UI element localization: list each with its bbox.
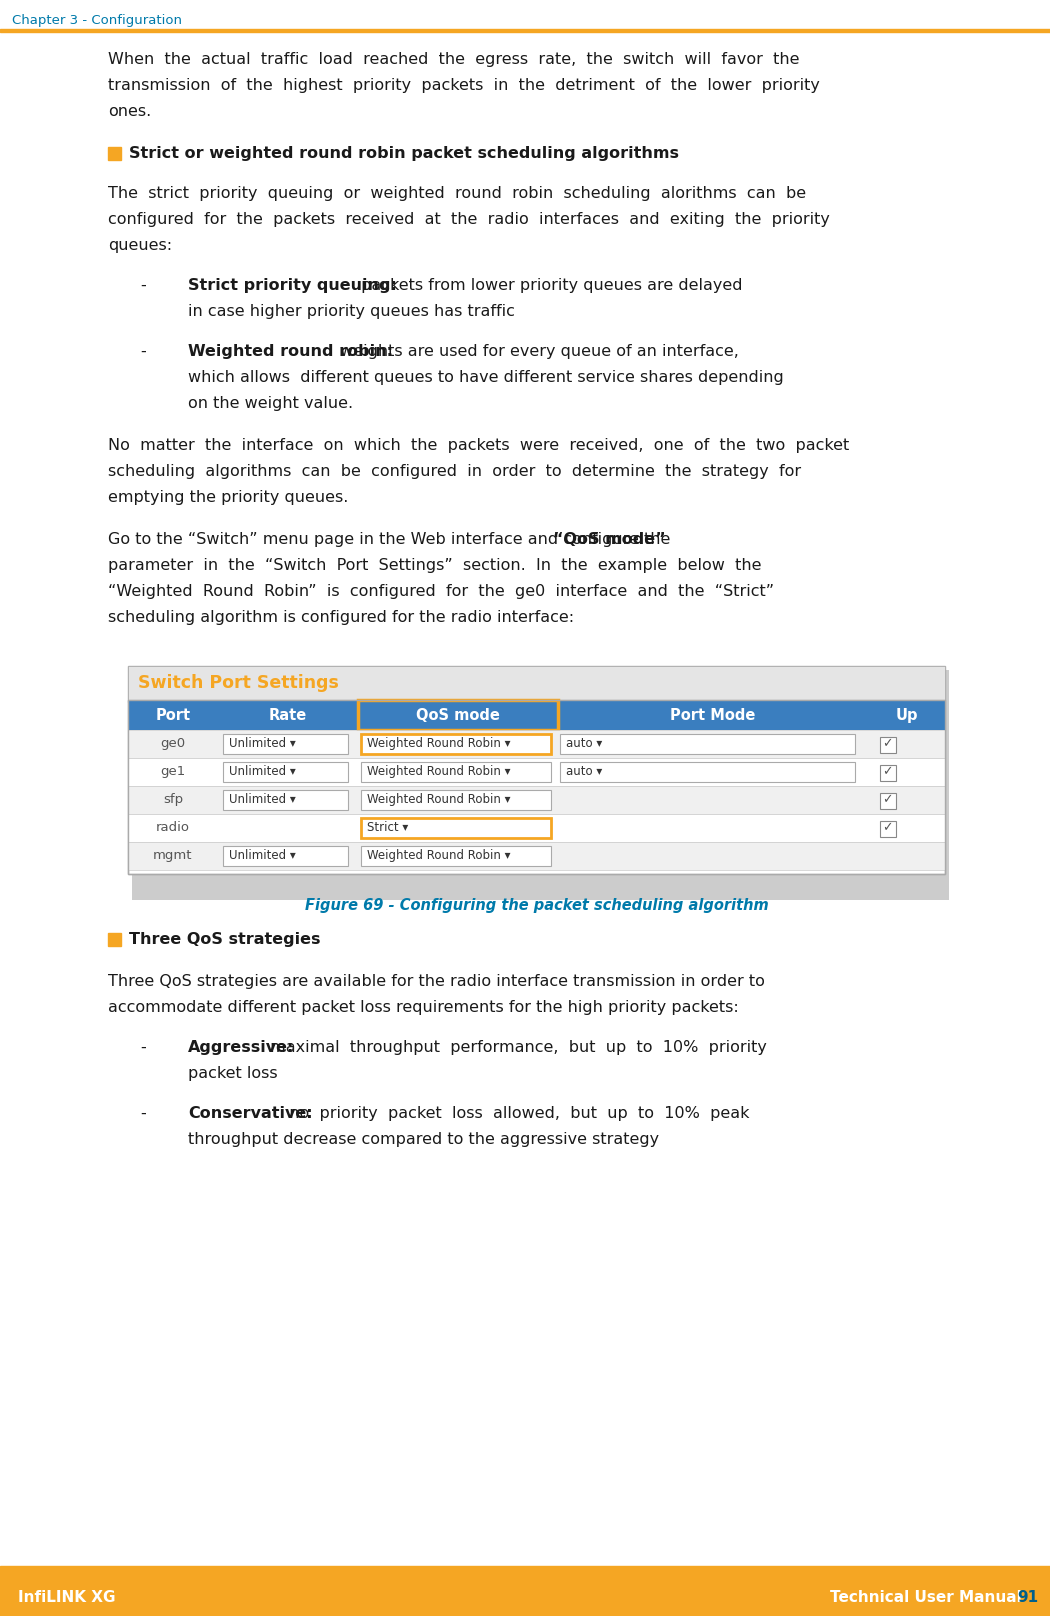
Text: ✓: ✓ xyxy=(882,821,892,834)
Text: accommodate different packet loss requirements for the high priority packets:: accommodate different packet loss requir… xyxy=(108,1000,739,1015)
Text: scheduling algorithm is configured for the radio interface:: scheduling algorithm is configured for t… xyxy=(108,609,574,625)
Text: maximal  throughput  performance,  but  up  to  10%  priority: maximal throughput performance, but up t… xyxy=(265,1041,766,1055)
Text: Weighted Round Robin ▾: Weighted Round Robin ▾ xyxy=(368,793,510,806)
Text: Switch Port Settings: Switch Port Settings xyxy=(138,674,339,692)
Text: -: - xyxy=(140,278,146,292)
Text: No  matter  the  interface  on  which  the  packets  were  received,  one  of  t: No matter the interface on which the pac… xyxy=(108,438,849,452)
Text: Unlimited ▾: Unlimited ▾ xyxy=(229,848,296,861)
Bar xyxy=(128,666,945,874)
Text: 91: 91 xyxy=(1017,1590,1038,1605)
Text: Figure 69 - Configuring the packet scheduling algorithm: Figure 69 - Configuring the packet sched… xyxy=(304,898,769,913)
Bar xyxy=(108,147,121,160)
Bar xyxy=(128,700,945,701)
Text: Unlimited ▾: Unlimited ▾ xyxy=(229,793,296,806)
Text: Technical User Manual: Technical User Manual xyxy=(830,1590,1022,1605)
Text: InfiLINK XG: InfiLINK XG xyxy=(18,1590,116,1605)
Text: ✓: ✓ xyxy=(882,737,892,750)
Text: “QoS mode”: “QoS mode” xyxy=(553,532,666,546)
Bar xyxy=(128,730,945,758)
Bar xyxy=(361,818,551,839)
Text: ✓: ✓ xyxy=(882,764,892,777)
Bar xyxy=(223,763,348,782)
Text: configured  for  the  packets  received  at  the  radio  interfaces  and  exitin: configured for the packets received at t… xyxy=(108,212,830,226)
Text: ones.: ones. xyxy=(108,103,151,120)
Bar xyxy=(361,763,551,782)
Text: sfp: sfp xyxy=(163,793,183,806)
Text: -: - xyxy=(140,1041,146,1055)
Text: Chapter 3 - Configuration: Chapter 3 - Configuration xyxy=(12,15,182,27)
Bar xyxy=(128,666,945,700)
Text: auto ▾: auto ▾ xyxy=(566,764,603,777)
Text: Up: Up xyxy=(896,708,918,722)
Bar xyxy=(880,764,896,781)
Text: Weighted Round Robin ▾: Weighted Round Robin ▾ xyxy=(368,737,510,750)
Text: Conservative:: Conservative: xyxy=(188,1105,313,1122)
Text: QoS mode: QoS mode xyxy=(416,708,500,722)
Bar xyxy=(223,847,348,866)
Text: ✓: ✓ xyxy=(882,793,892,806)
Text: queues:: queues: xyxy=(108,238,172,254)
Text: transmission  of  the  highest  priority  packets  in  the  detriment  of  the  : transmission of the highest priority pac… xyxy=(108,78,820,94)
Text: Unlimited ▾: Unlimited ▾ xyxy=(229,764,296,777)
Text: Port: Port xyxy=(155,708,190,722)
Text: Weighted Round Robin ▾: Weighted Round Robin ▾ xyxy=(368,848,510,861)
Text: no  priority  packet  loss  allowed,  but  up  to  10%  peak: no priority packet loss allowed, but up … xyxy=(279,1105,750,1122)
Text: emptying the priority queues.: emptying the priority queues. xyxy=(108,490,349,504)
Bar xyxy=(128,842,945,869)
Text: The  strict  priority  queuing  or  weighted  round  robin  scheduling  alorithm: The strict priority queuing or weighted … xyxy=(108,186,806,200)
Bar xyxy=(108,932,121,945)
Bar xyxy=(0,29,1050,32)
Bar xyxy=(128,758,945,785)
Text: mgmt: mgmt xyxy=(153,848,193,861)
Text: Rate: Rate xyxy=(269,708,307,722)
Text: which allows  different queues to have different service shares depending: which allows different queues to have di… xyxy=(188,370,783,385)
Text: “Weighted  Round  Robin”  is  configured  for  the  ge0  interface  and  the  “S: “Weighted Round Robin” is configured for… xyxy=(108,583,774,600)
Text: packet loss: packet loss xyxy=(188,1067,277,1081)
Text: Strict ▾: Strict ▾ xyxy=(368,821,408,834)
Bar xyxy=(223,734,348,755)
Text: Weighted round robin:: Weighted round robin: xyxy=(188,344,393,359)
Text: Three QoS strategies: Three QoS strategies xyxy=(129,932,320,947)
Bar xyxy=(128,785,945,814)
Text: auto ▾: auto ▾ xyxy=(566,737,603,750)
Text: ge1: ge1 xyxy=(161,764,186,777)
Text: Go to the “Switch” menu page in the Web interface and configure the: Go to the “Switch” menu page in the Web … xyxy=(108,532,675,546)
Bar xyxy=(128,700,945,730)
Text: Strict or weighted round robin packet scheduling algorithms: Strict or weighted round robin packet sc… xyxy=(129,145,679,162)
Text: packets from lower priority queues are delayed: packets from lower priority queues are d… xyxy=(356,278,742,292)
Text: Aggressive:: Aggressive: xyxy=(188,1041,294,1055)
Text: ge0: ge0 xyxy=(161,737,186,750)
Bar xyxy=(560,763,855,782)
Bar xyxy=(880,821,896,837)
Bar xyxy=(880,793,896,810)
Text: Three QoS strategies are available for the radio interface transmission in order: Three QoS strategies are available for t… xyxy=(108,974,764,989)
Text: Port Mode: Port Mode xyxy=(670,708,756,722)
Text: throughput decrease compared to the aggressive strategy: throughput decrease compared to the aggr… xyxy=(188,1131,659,1147)
Bar xyxy=(361,847,551,866)
Bar xyxy=(128,700,945,874)
Text: Strict priority queuing:: Strict priority queuing: xyxy=(188,278,397,292)
Bar xyxy=(880,737,896,753)
Text: Unlimited ▾: Unlimited ▾ xyxy=(229,737,296,750)
Bar xyxy=(0,1566,1050,1616)
Bar xyxy=(361,734,551,755)
Text: scheduling  algorithms  can  be  configured  in  order  to  determine  the  stra: scheduling algorithms can be configured … xyxy=(108,464,801,478)
Text: When  the  actual  traffic  load  reached  the  egress  rate,  the  switch  will: When the actual traffic load reached the… xyxy=(108,52,799,66)
Text: in case higher priority queues has traffic: in case higher priority queues has traff… xyxy=(188,304,514,318)
Bar xyxy=(128,814,945,842)
Bar xyxy=(223,790,348,810)
Bar xyxy=(132,671,949,900)
Text: on the weight value.: on the weight value. xyxy=(188,396,353,410)
Text: Weighted Round Robin ▾: Weighted Round Robin ▾ xyxy=(368,764,510,777)
Text: weights are used for every queue of an interface,: weights are used for every queue of an i… xyxy=(335,344,739,359)
Bar xyxy=(358,700,558,730)
Bar xyxy=(560,734,855,755)
Text: -: - xyxy=(140,1105,146,1122)
Text: -: - xyxy=(140,344,146,359)
Text: parameter  in  the  “Switch  Port  Settings”  section.  In  the  example  below : parameter in the “Switch Port Settings” … xyxy=(108,558,761,574)
Bar xyxy=(361,790,551,810)
Text: radio: radio xyxy=(156,821,190,834)
